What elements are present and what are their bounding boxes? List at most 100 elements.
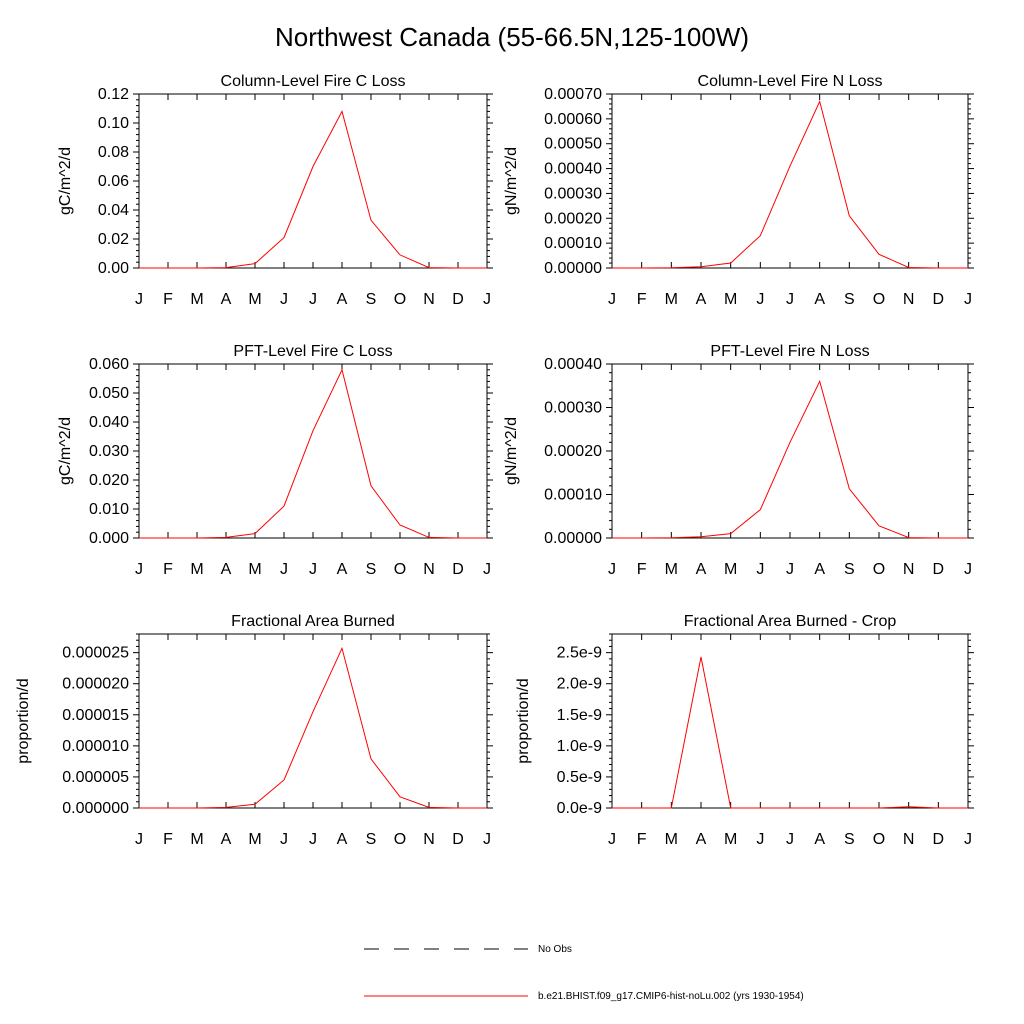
y-tick-label: 0.5e-9 <box>557 769 602 786</box>
x-tick-label: J <box>756 291 764 308</box>
x-tick-label: M <box>724 831 737 848</box>
x-tick-label: F <box>637 831 647 848</box>
x-tick-label: N <box>903 831 915 848</box>
x-tick-label: F <box>163 561 173 578</box>
x-tick-label: J <box>756 831 764 848</box>
x-tick-label: M <box>724 561 737 578</box>
x-tick-label: J <box>135 831 143 848</box>
x-tick-label: S <box>366 831 377 848</box>
y-tick-label: 0.0e-9 <box>557 800 602 817</box>
y-tick-label: 0.000005 <box>62 769 129 786</box>
x-tick-label: M <box>248 561 261 578</box>
x-tick-label: J <box>786 561 794 578</box>
x-tick-label: A <box>696 291 707 308</box>
x-tick-label: S <box>844 831 855 848</box>
x-tick-label: M <box>248 291 261 308</box>
legend: No Obs b.e21.BHIST.f09_g17.CMIP6-hist-no… <box>364 944 804 1002</box>
y-tick-label: 0.00000 <box>544 260 602 277</box>
x-tick-label: J <box>756 561 764 578</box>
x-tick-label: J <box>608 291 616 308</box>
x-tick-label: A <box>221 561 232 578</box>
x-tick-label: M <box>665 831 678 848</box>
x-tick-label: M <box>190 831 203 848</box>
x-tick-label: A <box>337 291 348 308</box>
x-tick-label: J <box>135 291 143 308</box>
panel-title: Fractional Area Burned <box>231 613 395 630</box>
y-tick-label: 0.000000 <box>62 800 129 817</box>
x-tick-label: S <box>844 561 855 578</box>
x-tick-label: J <box>483 291 491 308</box>
y-tick-label: 0.00020 <box>544 210 602 227</box>
x-tick-label: M <box>724 291 737 308</box>
x-tick-label: D <box>452 291 464 308</box>
x-tick-label: O <box>394 291 406 308</box>
y-tick-label: 0.00030 <box>544 185 602 202</box>
y-tick-label: 0.050 <box>89 385 129 402</box>
y-axis-label: gN/m^2/d <box>503 147 520 215</box>
y-tick-label: 0.00040 <box>544 161 602 178</box>
y-tick-label: 0.00000 <box>544 530 602 547</box>
x-tick-label: J <box>280 291 288 308</box>
x-tick-label: M <box>248 831 261 848</box>
x-tick-label: D <box>452 831 464 848</box>
x-tick-label: A <box>221 831 232 848</box>
y-tick-label: 0.02 <box>98 231 129 248</box>
x-tick-label: O <box>873 831 885 848</box>
x-tick-label: J <box>964 831 972 848</box>
x-tick-label: J <box>608 561 616 578</box>
y-tick-label: 1.5e-9 <box>557 707 602 724</box>
y-tick-label: 0.00020 <box>544 443 602 460</box>
x-tick-label: F <box>637 561 647 578</box>
y-tick-label: 0.12 <box>98 86 129 103</box>
y-tick-label: 0.00050 <box>544 136 602 153</box>
x-tick-label: J <box>964 291 972 308</box>
y-tick-label: 0.000015 <box>62 707 129 724</box>
series-line <box>612 100 968 269</box>
y-axis-label: gC/m^2/d <box>57 147 74 215</box>
x-tick-label: J <box>608 831 616 848</box>
x-tick-label: D <box>933 291 945 308</box>
y-tick-label: 0.04 <box>98 202 129 219</box>
panel-title: Column-Level Fire N Loss <box>698 73 883 90</box>
y-tick-label: 0.00010 <box>544 235 602 252</box>
x-tick-label: A <box>696 561 707 578</box>
y-tick-label: 0.060 <box>89 356 129 373</box>
x-tick-label: N <box>423 831 435 848</box>
x-tick-label: A <box>814 831 825 848</box>
series-line <box>139 646 487 809</box>
y-tick-label: 0.030 <box>89 443 129 460</box>
x-tick-label: O <box>873 561 885 578</box>
plot-frame <box>611 93 969 269</box>
y-tick-label: 0.010 <box>89 501 129 518</box>
x-tick-label: N <box>903 561 915 578</box>
plot-frame <box>138 363 488 539</box>
y-tick-label: 0.000025 <box>62 645 129 662</box>
y-tick-label: 1.0e-9 <box>557 738 602 755</box>
y-tick-label: 0.00070 <box>544 86 602 103</box>
plot-frame <box>138 93 488 269</box>
y-tick-label: 0.08 <box>98 144 129 161</box>
y-tick-label: 2.5e-9 <box>557 645 602 662</box>
y-tick-label: 0.00030 <box>544 400 602 417</box>
plot-frame <box>611 363 969 539</box>
x-tick-label: J <box>964 561 972 578</box>
x-tick-label: N <box>423 291 435 308</box>
x-tick-label: M <box>665 291 678 308</box>
x-tick-label: J <box>280 831 288 848</box>
x-tick-label: S <box>366 561 377 578</box>
series-line <box>612 379 968 539</box>
panel-title: PFT-Level Fire N Loss <box>710 343 869 360</box>
series-line <box>139 368 487 539</box>
series-line <box>612 656 968 809</box>
y-tick-label: 0.000 <box>89 530 129 547</box>
x-tick-label: M <box>190 561 203 578</box>
x-tick-label: D <box>933 831 945 848</box>
y-tick-label: 0.000010 <box>62 738 129 755</box>
